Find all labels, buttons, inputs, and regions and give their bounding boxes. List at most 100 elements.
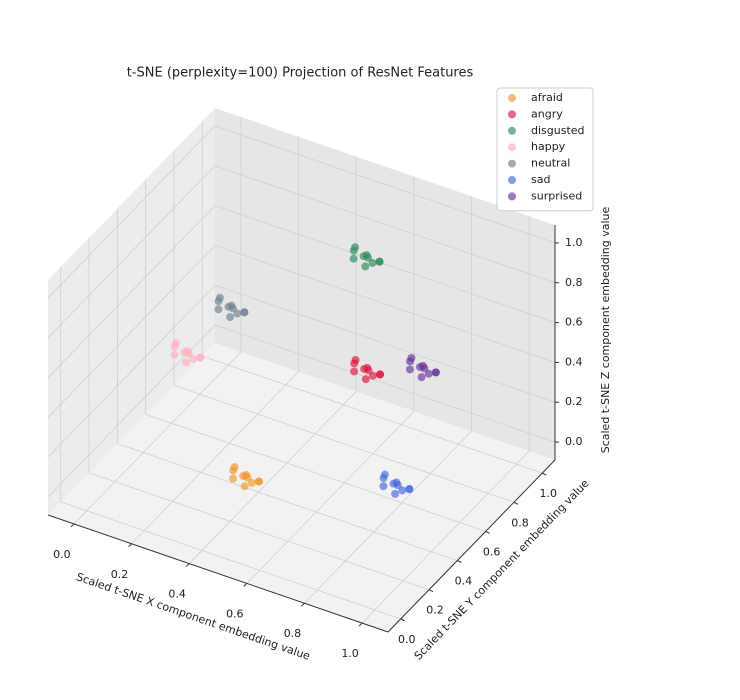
tick-mark [243,583,248,587]
tick-mark [457,560,462,564]
point [233,309,242,318]
point [255,477,264,486]
legend-label: disgusted [531,124,585,137]
legend-label: neutral [531,157,570,170]
point [189,354,198,363]
point [214,297,223,306]
point [214,305,223,314]
grid-line [173,384,515,503]
tick-mark [301,602,305,607]
grid-line [47,165,216,339]
floor-pane [48,343,555,632]
grid-line [47,245,216,418]
y-tick-label: 1.0 [540,487,558,500]
chart-title: t-SNE (perplexity=100) Projection of Res… [127,66,474,81]
grid-line [188,391,357,564]
point [368,258,377,267]
left-pane [48,108,215,515]
y-tick-label: 0.2 [426,604,444,617]
back-pane [215,108,555,460]
point [227,301,236,310]
tick-mark [542,472,547,476]
z-tick-label: 0.4 [565,355,583,368]
point [405,365,414,374]
point [361,262,370,271]
point [417,373,426,382]
legend-marker [508,110,516,119]
x-axis [47,514,389,633]
point [392,478,401,487]
x-tick-label: 0.6 [226,607,244,620]
point [406,357,415,366]
grid-line [131,371,299,545]
point [375,257,384,266]
tick-mark [70,523,75,528]
legend-marker [508,126,516,135]
grid-line [361,450,530,624]
legend-marker [508,94,516,102]
tick-mark [428,589,434,593]
point [376,370,385,379]
grid-line [60,501,401,620]
z-tick-label: 1.0 [565,236,583,249]
tick-mark [185,563,190,567]
point [240,482,249,491]
point [183,347,192,356]
point [424,369,433,378]
z-tick-label: 0.8 [565,276,583,289]
grid-line [214,245,556,363]
legend-label: sad [531,173,550,186]
x-tick-label: 0.2 [111,568,129,581]
legend-label: afraid [531,91,563,104]
point [350,359,359,368]
z-tick-label: 0.6 [565,316,583,329]
point [170,342,179,351]
tick-mark [513,501,519,505]
point [229,466,238,475]
legend-box [496,87,594,212]
grid-line [214,284,556,403]
point [247,478,256,487]
point [363,363,372,372]
point [362,251,371,260]
legend-marker [508,143,516,152]
point [350,367,359,376]
grid-line [246,411,415,584]
y-tick-label: 0.6 [483,545,501,558]
point [240,308,249,317]
point [391,489,400,498]
grid-line [47,125,216,299]
y-axis [387,459,556,633]
point [368,371,377,380]
legend-marker [508,192,516,201]
tick-mark [358,622,363,627]
grid-line [73,351,242,525]
legend-label: happy [531,140,566,153]
point [349,246,358,255]
grid-line [304,430,472,604]
point [431,368,440,377]
grid-line [47,284,216,458]
grid-line [47,205,216,378]
point [379,474,388,483]
x-tick-label: 0.4 [168,588,186,601]
grid-line [202,355,543,474]
grid-line [214,324,556,443]
x-tick-label: 1.0 [341,647,359,660]
z-axis-label: Scaled t-SNE Z component embedding value [599,207,612,454]
grid-line [145,414,486,532]
tick-mark [128,543,132,548]
point [361,375,370,384]
point [379,482,388,491]
point [405,485,414,494]
legend-marker [508,176,516,184]
point [226,313,235,322]
point [349,254,358,263]
y-tick-label: 0.4 [455,575,473,588]
x-tick-label: 0.8 [284,627,302,640]
point [229,474,238,483]
tick-mark [485,530,490,534]
legend-marker [508,159,516,168]
point [196,353,205,362]
